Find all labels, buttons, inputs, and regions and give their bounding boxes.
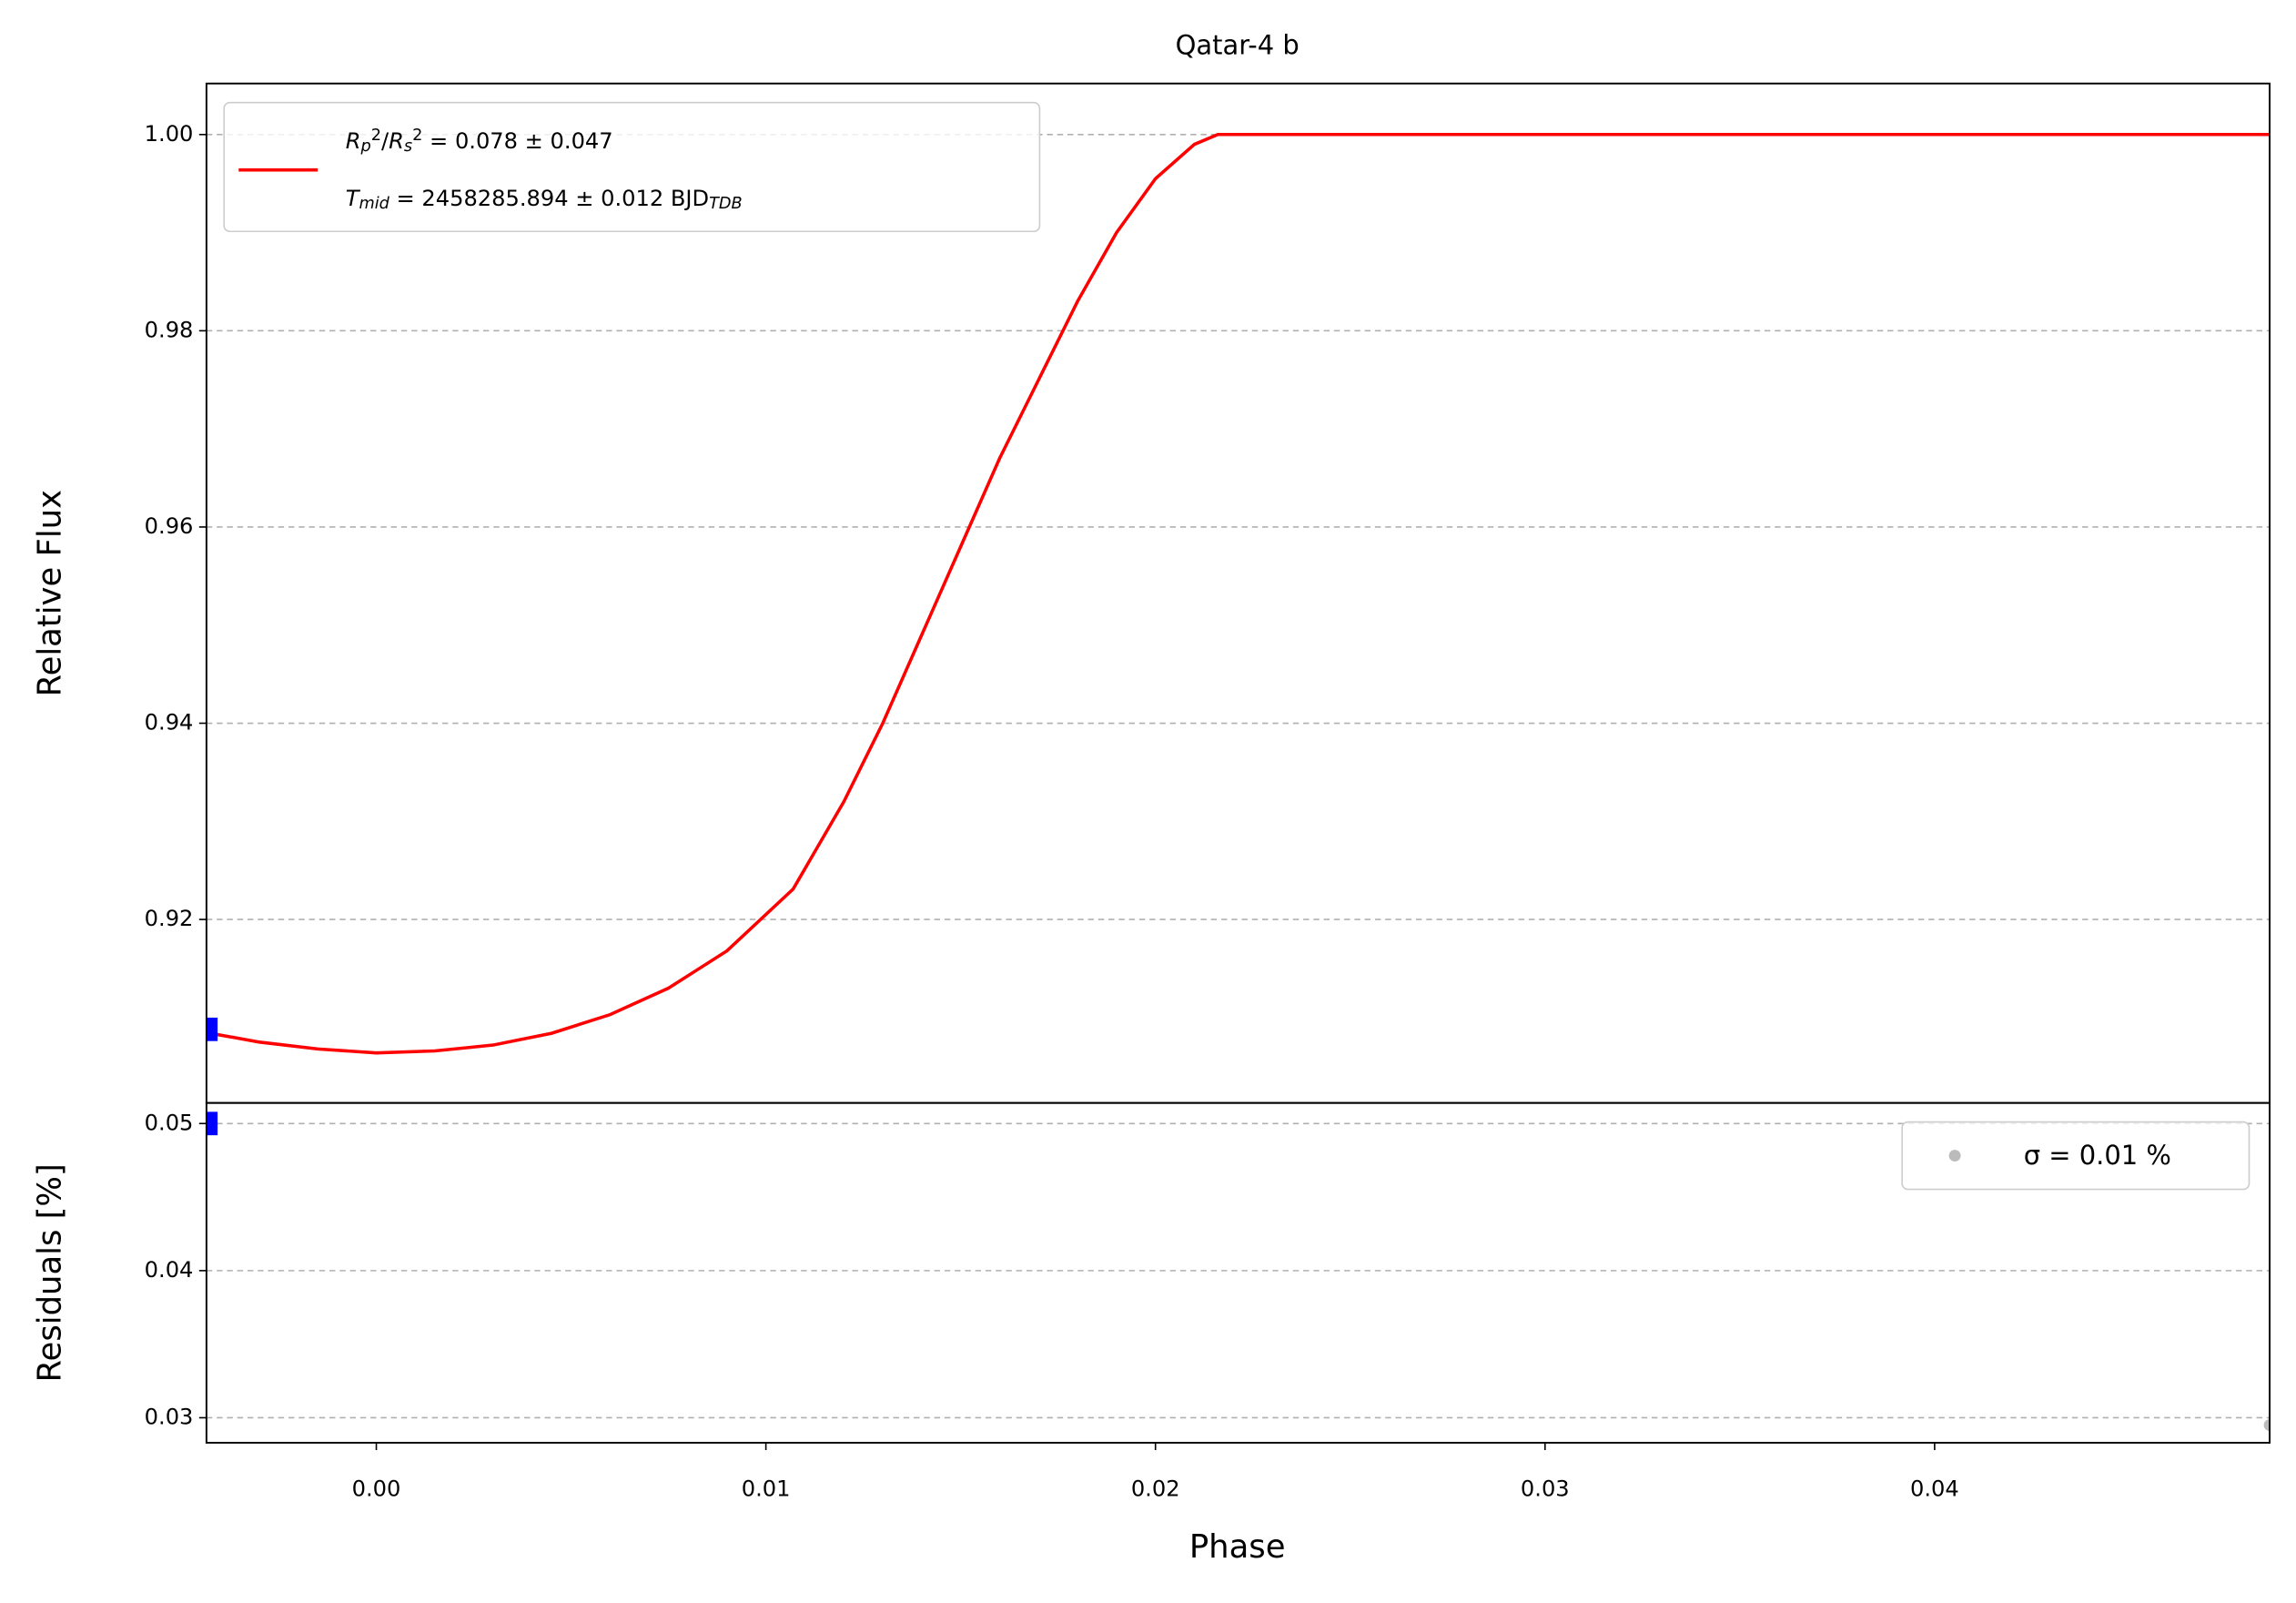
x-tick-label: 0.02	[1131, 1476, 1180, 1501]
legend-label-part: s	[404, 137, 412, 156]
legend-label-part: mid	[359, 195, 389, 213]
x-tick-label: 0.01	[742, 1476, 791, 1501]
chart-title: Qatar-4 b	[1176, 30, 1300, 61]
legend-box	[1901, 1121, 2250, 1191]
legend-label-part: 2	[412, 127, 422, 145]
plot-area	[206, 1111, 2271, 1431]
line	[206, 133, 2271, 1055]
legend-label-part: R	[389, 128, 404, 154]
legend-label-part: /	[381, 128, 389, 154]
y-axis-label: Relative Flux	[31, 490, 68, 696]
axes-frame	[205, 1101, 2271, 1444]
legend-label-part: = 0.078 ± 0.047	[422, 128, 612, 154]
legend-label: σ = 0.01 %	[2024, 1140, 2171, 1171]
legend-label-part: TDB	[709, 195, 743, 213]
legend-label-part: R	[346, 128, 361, 154]
y-tick-label: 0.05	[145, 1110, 194, 1135]
data-point	[206, 1017, 218, 1041]
y-tick-label: 0.94	[145, 710, 194, 736]
legend-label-part: 2	[371, 127, 381, 145]
plot-area	[206, 133, 2271, 1055]
x-tick-label: 0.04	[1910, 1476, 1959, 1501]
legend-swatch	[1948, 1150, 1961, 1162]
y-tick-label: 0.98	[145, 317, 194, 342]
x-tick-label: 0.00	[352, 1476, 401, 1501]
y-tick-label: 0.92	[145, 906, 194, 931]
legend-label-part: = 2458285.894 ± 0.012 BJD	[389, 186, 709, 211]
y-tick-label: 0.96	[145, 513, 194, 539]
x-axis-label: Phase	[1189, 1528, 1286, 1566]
legend-label: Tmid = 2458285.894 ± 0.012 BJDTDB	[346, 186, 743, 213]
y-axis-label: Residuals [%]	[31, 1163, 68, 1382]
legend-label: Rp2/Rs2 = 0.078 ± 0.047	[346, 127, 613, 157]
x-tick-label: 0.03	[1521, 1476, 1570, 1501]
data-point	[206, 1111, 218, 1136]
y-tick-label: 0.04	[145, 1257, 194, 1283]
legend-label-part: T	[346, 186, 361, 211]
legend-label-part: p	[360, 137, 371, 156]
y-tick-label: 0.03	[145, 1404, 194, 1429]
legend-box	[223, 101, 1041, 233]
y-tick-label: 1.00	[145, 121, 194, 147]
data-point	[2263, 1419, 2271, 1431]
